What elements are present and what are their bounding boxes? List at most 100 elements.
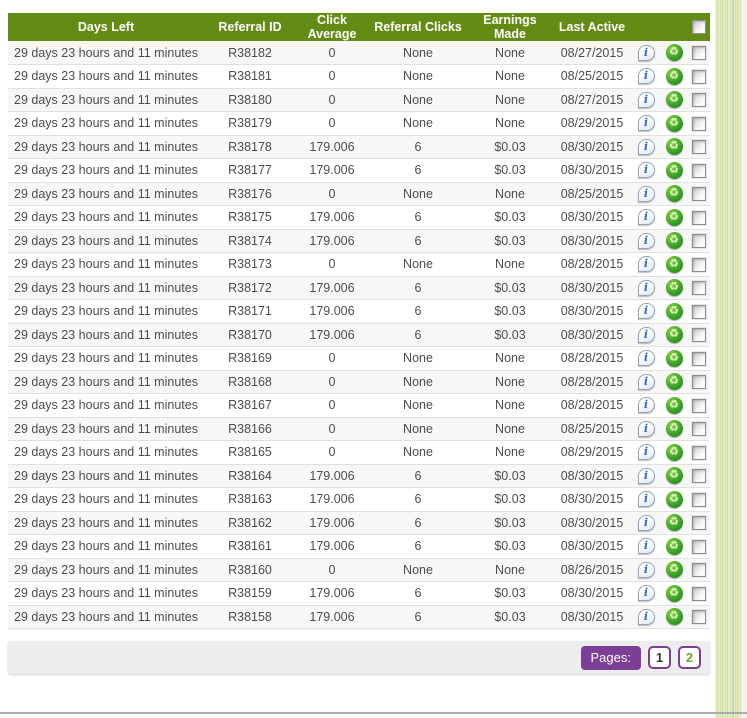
row-checkbox[interactable] [692,116,706,131]
info-icon[interactable] [637,44,655,61]
recycle-icon[interactable] [665,349,683,367]
info-icon[interactable] [637,538,655,555]
info-icon[interactable] [637,608,655,625]
recycle-icon[interactable] [665,279,683,297]
row-checkbox[interactable] [692,304,706,319]
row-checkbox[interactable] [692,351,706,366]
recycle-icon[interactable] [665,584,683,602]
referral-id-cell: R38162 [204,511,296,535]
row-checkbox[interactable] [692,563,706,578]
days-left-cell: 29 days 23 hours and 11 minutes [8,323,204,347]
last-active-cell: 08/28/2015 [552,252,632,277]
row-checkbox[interactable] [692,469,706,484]
click-average-cell: 179.006 [296,464,368,488]
info-icon[interactable] [637,467,655,484]
row-checkbox[interactable] [692,45,706,60]
earnings-made-cell: None [468,440,552,465]
info-icon[interactable] [637,68,655,85]
info-icon[interactable] [637,444,655,461]
days-left-cell: 29 days 23 hours and 11 minutes [8,205,204,230]
row-checkbox[interactable] [692,281,706,296]
info-icon[interactable] [637,162,655,179]
recycle-icon[interactable] [665,44,683,61]
recycle-icon[interactable] [665,514,683,532]
info-icon[interactable] [637,115,655,132]
info-icon[interactable] [637,185,655,202]
recycle-icon[interactable] [665,255,683,273]
referral-clicks-cell: 6 [368,158,468,183]
info-icon[interactable] [637,91,655,108]
recycle-icon[interactable] [665,373,683,391]
referral-id-cell: R38177 [204,158,296,183]
info-icon[interactable] [637,585,655,602]
info-icon[interactable] [637,373,655,390]
recycle-icon[interactable] [665,67,683,85]
row-checkbox[interactable] [692,398,706,413]
row-checkbox[interactable] [692,445,706,460]
click-average-cell: 179.006 [296,205,368,230]
recycle-icon[interactable] [665,326,683,344]
recycle-icon[interactable] [665,208,683,226]
recycle-icon[interactable] [665,443,683,461]
info-icon[interactable] [637,279,655,296]
page-button-2[interactable]: 2 [678,646,701,669]
row-checkbox[interactable] [692,69,706,84]
recycle-icon[interactable] [665,537,683,555]
info-icon[interactable] [637,420,655,437]
recycle-icon[interactable] [665,91,683,109]
row-checkbox[interactable] [692,328,706,343]
recycle-icon[interactable] [665,420,683,438]
info-icon[interactable] [637,561,655,578]
info-icon[interactable] [637,303,655,320]
row-checkbox[interactable] [692,210,706,225]
recycle-icon[interactable] [665,467,683,485]
row-checkbox[interactable] [692,375,706,390]
recycle-icon[interactable] [665,232,683,250]
referral-clicks-cell: None [368,393,468,418]
info-icon[interactable] [637,209,655,226]
row-checkbox[interactable] [692,422,706,437]
row-checkbox[interactable] [692,140,706,155]
recycle-icon[interactable] [665,114,683,132]
row-checkbox[interactable] [692,586,706,601]
days-left-cell: 29 days 23 hours and 11 minutes [8,487,204,512]
row-checkbox[interactable] [692,93,706,108]
days-left-cell: 29 days 23 hours and 11 minutes [8,558,204,582]
recycle-icon[interactable] [665,138,683,156]
days-left-cell: 29 days 23 hours and 11 minutes [8,417,204,441]
row-checkbox[interactable] [692,187,706,202]
recycle-icon[interactable] [665,490,683,508]
col-header-select [688,13,710,41]
info-icon[interactable] [637,491,655,508]
click-average-cell: 179.006 [296,487,368,512]
row-checkbox[interactable] [692,610,706,625]
row-checkbox[interactable] [692,516,706,531]
recycle-icon[interactable] [665,396,683,414]
row-checkbox[interactable] [692,539,706,554]
referral-clicks-cell: None [368,558,468,582]
info-icon[interactable] [637,232,655,249]
recycle-icon[interactable] [665,561,683,579]
row-checkbox[interactable] [692,163,706,178]
select-all-checkbox[interactable] [692,20,706,35]
recycle-icon[interactable] [665,185,683,203]
referral-id-cell: R38173 [204,252,296,277]
row-checkbox[interactable] [692,492,706,507]
info-icon[interactable] [637,350,655,367]
recycle-icon[interactable] [665,608,683,626]
page-button-1[interactable]: 1 [648,646,671,669]
table-body: 29 days 23 hours and 11 minutes R38182 0… [8,41,710,629]
row-checkbox[interactable] [692,234,706,249]
info-icon[interactable] [637,138,655,155]
recycle-icon[interactable] [665,161,683,179]
table-row: 29 days 23 hours and 11 minutes R38178 1… [8,135,710,159]
last-active-cell: 08/30/2015 [552,581,632,606]
row-checkbox[interactable] [692,257,706,272]
info-icon[interactable] [637,256,655,273]
recycle-icon[interactable] [665,302,683,320]
info-icon[interactable] [637,326,655,343]
info-icon[interactable] [637,514,655,531]
click-average-cell: 179.006 [296,158,368,183]
info-icon[interactable] [637,397,655,414]
page-background-strip [714,0,747,718]
